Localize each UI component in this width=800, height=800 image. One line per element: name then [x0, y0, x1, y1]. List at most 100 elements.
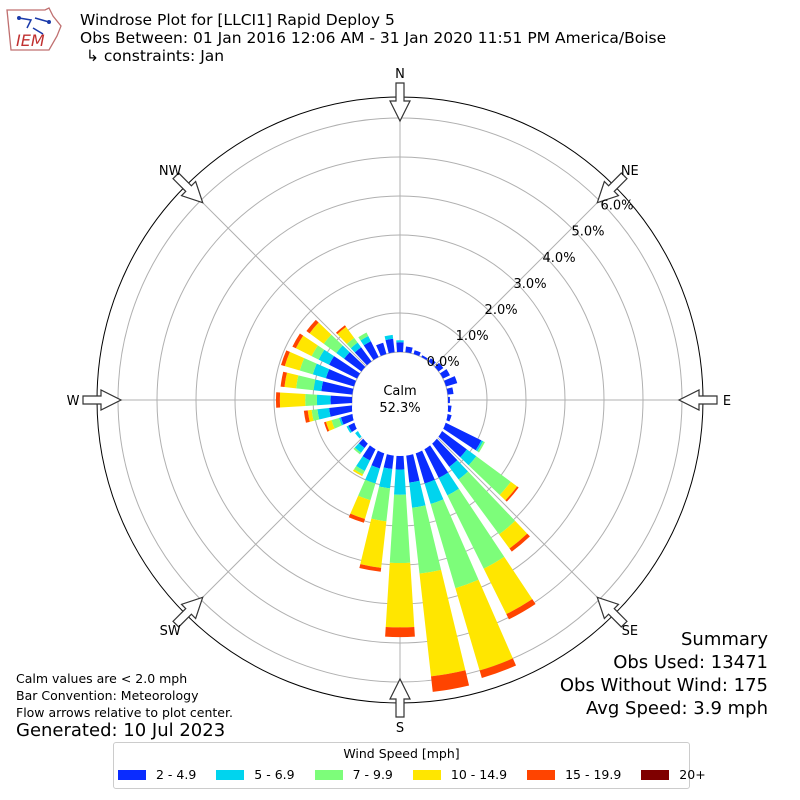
windrose-bar-segment: [337, 326, 355, 345]
windrose-bar-segment: [360, 336, 371, 346]
windrose-bar-segment: [458, 471, 516, 535]
legend-swatch: [118, 769, 146, 780]
legend-label: 2 - 4.9: [156, 767, 197, 782]
windrose-bar-segment: [396, 340, 404, 343]
windrose-bar-segment: [409, 480, 426, 508]
direction-label: NE: [621, 164, 639, 179]
direction-label: W: [67, 394, 80, 409]
windrose-bar-segment: [505, 486, 519, 502]
windrose-bar-segment: [394, 469, 406, 495]
legend-title: Wind Speed [mph]: [343, 746, 460, 761]
windrose-bar-segment: [385, 626, 415, 638]
windrose-bar-segment: [412, 505, 442, 574]
grid-spoke: [433, 433, 615, 615]
windrose-bar-segment: [350, 342, 362, 353]
direction-arrow: [389, 82, 411, 123]
windrose-bar-segment: [438, 472, 459, 496]
windrose-bar-segment: [325, 369, 357, 387]
grid-spoke: [185, 185, 367, 367]
windrose-bar-segment: [309, 322, 332, 344]
windrose-bar-segment: [346, 425, 352, 434]
windrose-bar-segment: [312, 363, 330, 379]
summary-obs-without-wind: Obs Without Wind: 175: [559, 675, 768, 696]
axis-labels: N NE E SE S SW W NW 0.0% 1.0% 2.0% 3.0% 4.0% 5.0% 6.0%: [67, 67, 732, 736]
windrose-bar-segment: [430, 499, 479, 589]
legend-label: 10 - 14.9: [450, 767, 508, 782]
windrose-bar-segment: [475, 440, 484, 452]
windrose-bar-segment: [279, 392, 306, 408]
legend: Wind Speed [mph] 2 - 4.9 5 - 6.9 7 - 9.9 10…: [113, 742, 706, 789]
windrose-bar-segment: [329, 405, 354, 417]
legend-swatch: [641, 769, 670, 780]
legend-swatch: [412, 769, 441, 780]
direction-arrow: [172, 172, 204, 204]
radial-tick-label: 6.0%: [600, 199, 633, 214]
windrose-bar-segment: [318, 349, 335, 365]
direction-arrow: [82, 389, 123, 411]
direction-label: N: [395, 67, 405, 82]
radial-tick-label: 2.0%: [485, 303, 518, 318]
direction-arrow: [596, 596, 628, 628]
windrose-bar-segment: [376, 342, 387, 357]
radial-tick-label: 3.0%: [514, 277, 547, 292]
windrose-bar-segment: [331, 417, 342, 429]
windrose-bar-segment: [355, 430, 363, 439]
windrose-bar-segment: [365, 465, 380, 484]
windrose-bar-segment: [419, 569, 466, 677]
logo-text: IEM: [16, 31, 45, 50]
windrose-bar-segment: [389, 494, 411, 564]
windrose-bar-segment: [353, 447, 362, 455]
windrose-bar-segment: [292, 333, 304, 349]
windrose-bar-segment: [280, 350, 290, 367]
legend-label: 15 - 19.9: [565, 767, 622, 782]
grid-spoke: [433, 185, 615, 367]
calm-center: [352, 360, 448, 456]
windrose-bar-segment: [455, 579, 513, 671]
direction-label: SE: [622, 624, 638, 639]
windrose-bar-segment: [439, 421, 482, 451]
direction-arrow: [172, 596, 204, 628]
windrose-bar-segment: [379, 467, 393, 489]
direction-label: SW: [160, 624, 181, 639]
windrose-bar-segment: [413, 350, 421, 357]
grid-spoke: [185, 433, 367, 615]
windrose-bar-segment: [299, 358, 317, 375]
summary-title: Summary: [681, 629, 768, 650]
windrose-bar-segment: [307, 409, 314, 422]
windrose-bar-segment: [338, 417, 344, 426]
windrose-bar-segment: [325, 420, 335, 431]
legend-swatch: [314, 769, 343, 780]
windrose-bar-segment: [506, 599, 536, 620]
windrose-bar-segment: [421, 355, 428, 361]
windrose-bar-segment: [443, 376, 458, 387]
legend-item: 5 - 6.9: [216, 767, 295, 782]
legend-item: 20+: [641, 767, 706, 782]
windrose-bar-segment: [446, 387, 454, 395]
windrose-bar-segment: [330, 395, 353, 405]
windrose-bar-segment: [460, 449, 477, 466]
summary-obs-used: Obs Used: 13471: [613, 652, 768, 673]
windrose-bar-segment: [354, 347, 372, 366]
windrose-bar-segment: [335, 325, 347, 335]
windrose-bar-segment: [499, 481, 518, 501]
windrose-bar-segment: [346, 337, 358, 349]
windrose-bar-segment: [477, 441, 485, 453]
windrose-bar-segment: [405, 446, 420, 483]
summary-avg-speed: Avg Speed: 3.9 mph: [586, 698, 768, 719]
legend-item: 15 - 19.9: [527, 767, 621, 782]
windrose-bar-segment: [358, 479, 376, 501]
windrose-bar-segment: [385, 562, 415, 628]
direction-label: S: [396, 721, 404, 736]
windrose-bar-segment: [385, 338, 395, 354]
windrose-bar-segment: [350, 495, 371, 520]
radial-tick-label: 5.0%: [572, 225, 605, 240]
windrose-bar-segment: [479, 658, 517, 679]
windrose-bar-segment: [306, 319, 319, 334]
legend-items: 2 - 4.9 5 - 6.9 7 - 9.9 10 - 14.9 15 - 19.9 2…: [118, 767, 726, 782]
windrose-bar-segment: [358, 332, 369, 341]
radial-tick-label: 0.0%: [427, 355, 460, 370]
windrose-bar-segment: [280, 371, 288, 388]
windrose-bar-segment: [439, 369, 450, 379]
radial-tick-label: 4.0%: [543, 251, 576, 266]
